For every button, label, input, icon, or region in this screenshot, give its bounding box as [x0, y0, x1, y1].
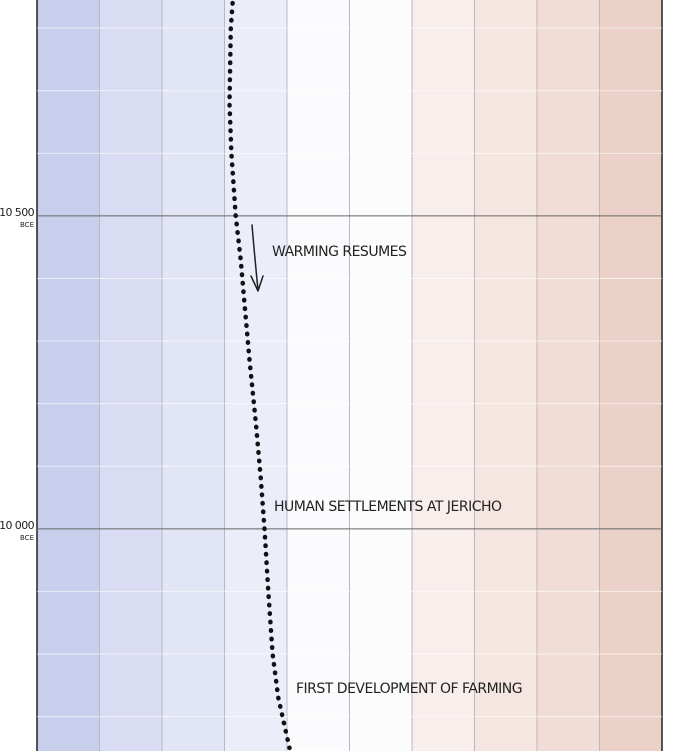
- temperature-band: [162, 0, 225, 751]
- temperature-band: [599, 0, 662, 751]
- temperature-band: [37, 0, 100, 751]
- annotation-arrow: [250, 224, 264, 292]
- annotation: FIRST DEVELOPMENT OF FARMING: [296, 681, 522, 697]
- temperature-line: [227, 0, 292, 751]
- temperature-band: [537, 0, 600, 751]
- annotation: WARMING RESUMES: [272, 244, 407, 260]
- y-tick-label: 10 000: [0, 519, 35, 532]
- annotation: HUMAN SETTLEMENTS AT JERICHO: [274, 499, 502, 515]
- y-tick-label: 10 500: [0, 206, 35, 219]
- y-unit-label: BCE: [20, 534, 34, 542]
- temperature-band: [224, 0, 287, 751]
- temperature-band: [99, 0, 162, 751]
- temperature-band: [349, 0, 412, 751]
- temperature-band: [474, 0, 537, 751]
- y-unit-label: BCE: [20, 221, 34, 229]
- temperature-band: [412, 0, 475, 751]
- temperature-band: [287, 0, 350, 751]
